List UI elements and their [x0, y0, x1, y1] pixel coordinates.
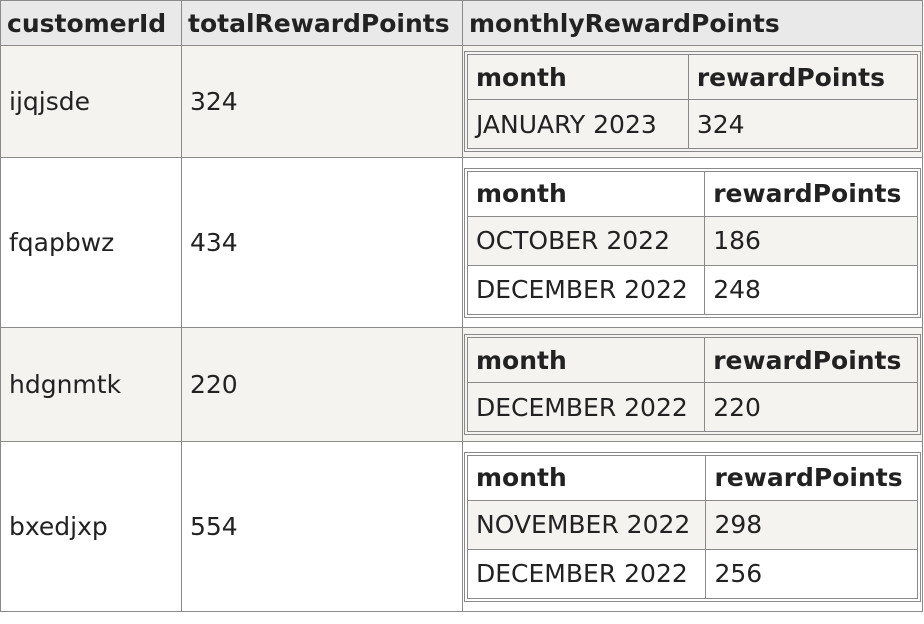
month-cell: JANUARY 2023 — [467, 99, 689, 149]
nested-table-row: DECEMBER 2022 256 — [466, 548, 918, 599]
nested-header-row: month rewardPoints — [466, 337, 918, 383]
reward-points-cell: 256 — [705, 548, 918, 599]
monthly-reward-points-cell: month rewardPoints DECEMBER 2022 220 — [462, 327, 923, 442]
monthly-reward-points-table: month rewardPoints DECEMBER 2022 220 — [464, 334, 921, 435]
total-reward-points-cell: 324 — [181, 45, 463, 158]
reward-points-cell: 186 — [704, 215, 918, 266]
monthly-reward-points-table: month rewardPoints OCTOBER 2022 186 DECEMBER… — [464, 167, 921, 318]
table-row: bxedjxp 554 month rewardPoints NOVEMBER 2022… — [0, 441, 923, 612]
customer-id-cell: ijqjsde — [0, 45, 182, 158]
nested-header-reward-points: rewardPoints — [704, 170, 918, 217]
table-row: hdgnmtk 220 month rewardPoints DECEMBER 2022… — [0, 327, 923, 442]
total-reward-points-cell: 220 — [181, 327, 463, 442]
month-cell: DECEMBER 2022 — [466, 264, 706, 315]
header-row: customerId totalRewardPoints monthlyRewa… — [0, 0, 923, 46]
customer-id-cell: bxedjxp — [0, 441, 182, 612]
header-total-reward-points: totalRewardPoints — [181, 0, 463, 46]
total-reward-points-cell: 554 — [181, 441, 463, 612]
nested-header-reward-points: rewardPoints — [704, 337, 918, 383]
customer-id-cell: fqapbwz — [0, 157, 182, 328]
nested-table-row: DECEMBER 2022 248 — [466, 264, 918, 315]
nested-header-month: month — [466, 337, 706, 383]
nested-table-row: JANUARY 2023 324 — [467, 99, 919, 149]
reward-points-cell: 220 — [704, 382, 918, 432]
monthly-reward-points-table: month rewardPoints JANUARY 2023 324 — [464, 51, 921, 152]
table-row: fqapbwz 434 month rewardPoints OCTOBER 2022 1… — [0, 157, 923, 328]
nested-table-row: DECEMBER 2022 220 — [466, 382, 918, 432]
nested-header-month: month — [466, 170, 706, 217]
month-cell: DECEMBER 2022 — [466, 382, 706, 432]
month-cell: OCTOBER 2022 — [466, 215, 706, 266]
nested-header-row: month rewardPoints — [466, 170, 918, 217]
nested-table-row: OCTOBER 2022 186 — [466, 215, 918, 266]
month-cell: DECEMBER 2022 — [466, 548, 707, 599]
nested-header-reward-points: rewardPoints — [705, 454, 918, 501]
month-cell: NOVEMBER 2022 — [466, 499, 707, 550]
header-customer-id: customerId — [0, 0, 182, 46]
nested-header-month: month — [466, 454, 707, 501]
monthly-reward-points-cell: month rewardPoints NOVEMBER 2022 298 DECEMBE… — [462, 441, 923, 612]
rewards-table: customerId totalRewardPoints monthlyRewa… — [0, 0, 923, 612]
reward-points-cell: 248 — [704, 264, 918, 315]
total-reward-points-cell: 434 — [181, 157, 463, 328]
table-row: ijqjsde 324 month rewardPoints JANUARY 2023 3… — [0, 45, 923, 158]
nested-table-row: NOVEMBER 2022 298 — [466, 499, 918, 550]
reward-points-cell: 324 — [687, 99, 919, 149]
monthly-reward-points-cell: month rewardPoints JANUARY 2023 324 — [462, 45, 923, 158]
nested-header-reward-points: rewardPoints — [687, 54, 919, 100]
customer-id-cell: hdgnmtk — [0, 327, 182, 442]
header-monthly-reward-points: monthlyRewardPoints — [462, 0, 923, 46]
monthly-reward-points-cell: month rewardPoints OCTOBER 2022 186 DECEMBER… — [462, 157, 923, 328]
nested-header-month: month — [467, 54, 689, 100]
nested-header-row: month rewardPoints — [466, 454, 918, 501]
reward-points-cell: 298 — [705, 499, 918, 550]
monthly-reward-points-table: month rewardPoints NOVEMBER 2022 298 DECEMBE… — [464, 451, 921, 602]
nested-header-row: month rewardPoints — [467, 54, 919, 100]
